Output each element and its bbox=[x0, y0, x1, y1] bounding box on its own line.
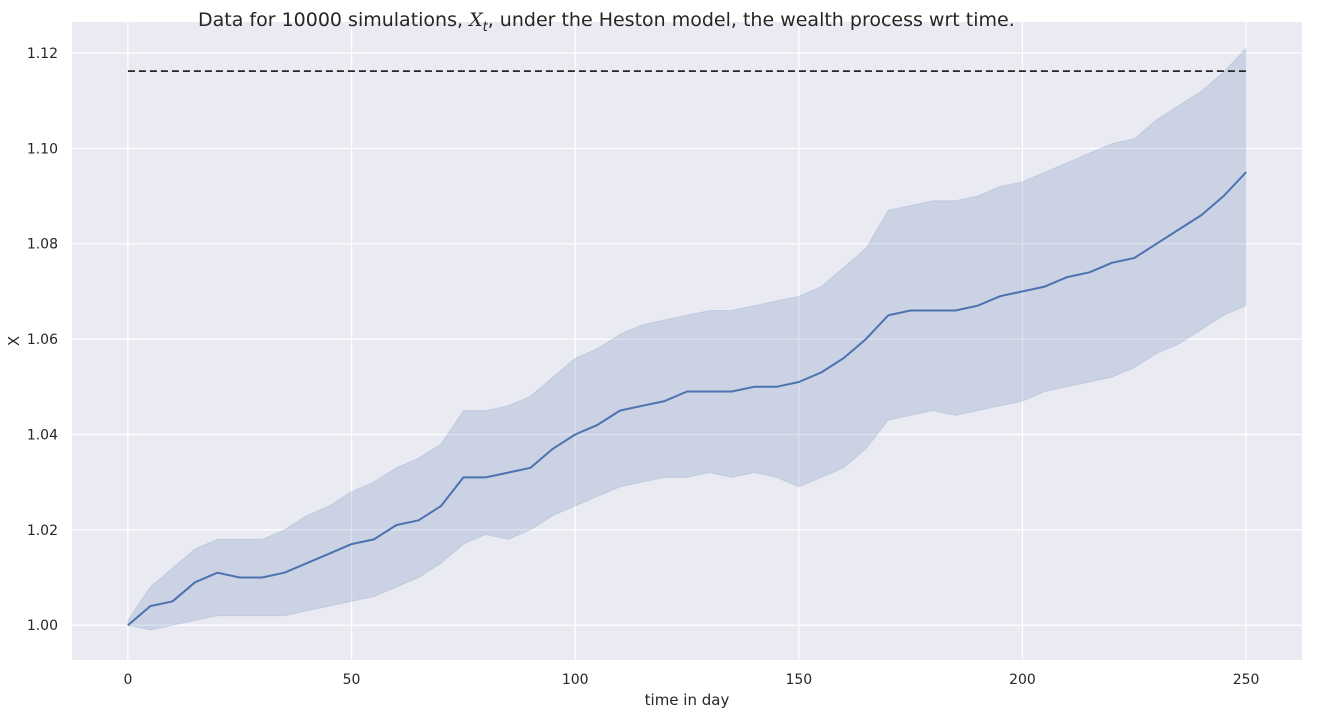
title-subscript: t bbox=[483, 20, 489, 35]
x-tick-label: 100 bbox=[562, 672, 589, 688]
x-tick-label: 150 bbox=[785, 672, 812, 688]
confidence-band bbox=[127, 46, 1247, 631]
x-tick-label: 50 bbox=[343, 672, 361, 688]
y-tick-label: 1.04 bbox=[27, 427, 58, 443]
y-tick-label: 1.12 bbox=[27, 46, 58, 62]
y-tick-labels: 1.00 1.02 1.04 1.06 1.08 1.10 1.12 bbox=[27, 46, 58, 634]
plot-background bbox=[72, 22, 1302, 660]
y-axis-label: X bbox=[5, 336, 23, 346]
title-symbol: X bbox=[467, 9, 484, 31]
chart-title: Data for 10000 simulations, Xt, under th… bbox=[198, 9, 1015, 35]
mean-line-layer bbox=[127, 171, 1247, 626]
x-tick-labels: 0 50 100 150 200 250 bbox=[123, 672, 1259, 688]
y-tick-label: 1.06 bbox=[27, 332, 58, 348]
x-tick-label: 250 bbox=[1233, 672, 1260, 688]
mean-series-line bbox=[127, 171, 1247, 626]
title-suffix: , under the Heston model, the wealth pro… bbox=[488, 9, 1015, 31]
x-tick-label: 0 bbox=[123, 672, 132, 688]
title-prefix: Data for 10000 simulations, bbox=[198, 9, 469, 31]
x-tick-label: 200 bbox=[1009, 672, 1036, 688]
x-axis-label: time in day bbox=[645, 691, 730, 709]
grid-lines bbox=[72, 22, 1302, 660]
y-tick-label: 1.08 bbox=[27, 237, 58, 253]
confidence-band-layer bbox=[127, 46, 1247, 631]
y-tick-label: 1.10 bbox=[27, 141, 58, 157]
y-tick-label: 1.02 bbox=[27, 523, 58, 539]
y-tick-label: 1.00 bbox=[27, 618, 58, 634]
